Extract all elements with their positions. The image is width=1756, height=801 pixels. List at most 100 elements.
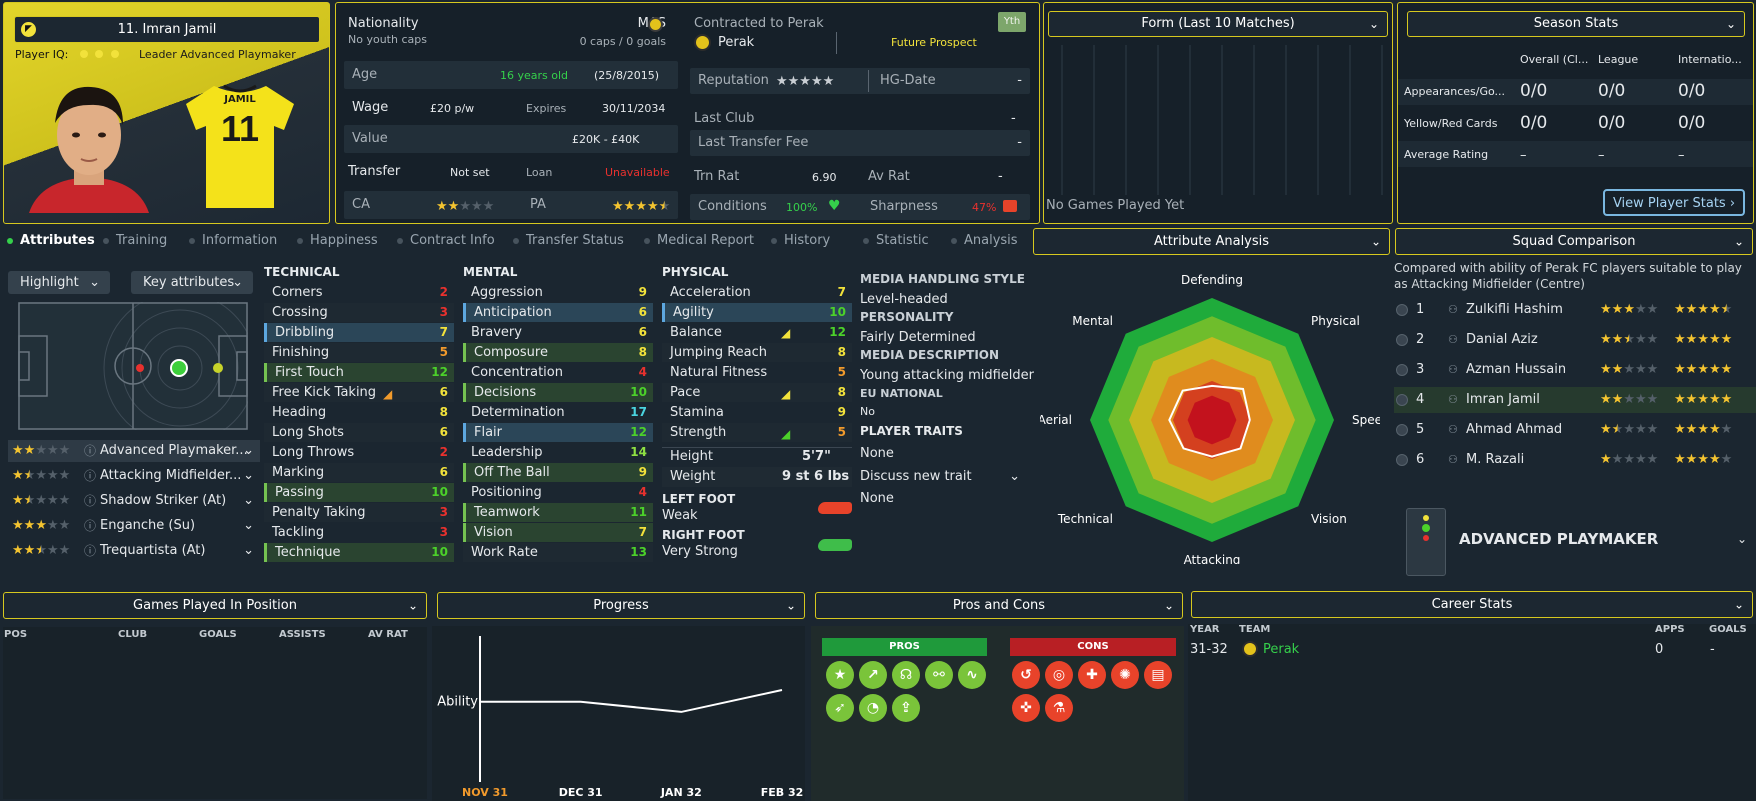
season-dropdown[interactable]: Season Stats ⌄ bbox=[1407, 11, 1745, 37]
info-icon[interactable]: ⓘ bbox=[84, 444, 97, 458]
attribute-row[interactable]: Long Throws 2 bbox=[264, 443, 454, 462]
attribute-row[interactable]: Leadership 14 bbox=[463, 443, 653, 462]
squad-comparison-dropdown[interactable]: Squad Comparison ⌄ bbox=[1395, 228, 1753, 255]
radio-icon[interactable] bbox=[1396, 364, 1408, 376]
boot-icon[interactable]: ◔ bbox=[859, 694, 887, 722]
attribute-row[interactable]: Off The Ball 9 bbox=[463, 463, 653, 482]
squad-row[interactable]: 1 ⚇ Zulkifli Hashim ★★★★★ ★★★★★ bbox=[1394, 297, 1756, 323]
attribute-row[interactable]: Positioning 4 bbox=[463, 483, 653, 502]
attribute-row[interactable]: Corners 2 bbox=[264, 283, 454, 302]
curve-ball-icon[interactable]: ↺ bbox=[1012, 661, 1040, 689]
attribute-analysis-dropdown[interactable]: Attribute Analysis ⌄ bbox=[1033, 228, 1390, 255]
info-icon[interactable]: ⓘ bbox=[84, 469, 97, 483]
info-icon[interactable]: ⓘ bbox=[84, 519, 97, 533]
feather-icon[interactable]: ➶ bbox=[826, 694, 854, 722]
squad-row[interactable]: 3 ⚇ Azman Hussain ★★★★★ ★★★★★ bbox=[1394, 357, 1756, 383]
tab-information[interactable]: Information bbox=[189, 233, 277, 248]
attribute-row[interactable]: Teamwork 11 bbox=[463, 503, 653, 522]
tab-history[interactable]: History bbox=[771, 233, 830, 248]
chevron-down-icon[interactable]: ⌄ bbox=[243, 493, 254, 508]
info-icon[interactable]: ⓘ bbox=[84, 544, 97, 558]
highlight-dropdown[interactable]: Highlight ⌄ bbox=[8, 271, 110, 294]
radio-icon[interactable] bbox=[1396, 394, 1408, 406]
squad-row[interactable]: 2 ⚇ Danial Aziz ★★★★★ ★★★★★ bbox=[1394, 327, 1756, 353]
attribute-row[interactable]: Penalty Taking 3 bbox=[264, 503, 454, 522]
role-row[interactable]: ★★★★★ ⓘ Shadow Striker (At) ⌄ bbox=[8, 490, 260, 512]
player-name-box[interactable]: 11. Imran Jamil ◤ bbox=[14, 16, 320, 43]
attribute-row[interactable]: Strength 5 bbox=[662, 423, 852, 442]
attribute-row[interactable]: Aggression 9 bbox=[463, 283, 653, 302]
pros-cons-dropdown[interactable]: Pros and Cons ⌄ bbox=[815, 592, 1183, 619]
pulse-icon[interactable]: ∿ bbox=[958, 661, 986, 689]
attribute-row[interactable]: Finishing 5 bbox=[264, 343, 454, 362]
tab-medical-report[interactable]: Medical Report bbox=[644, 233, 754, 248]
trend-up-icon[interactable]: ↗ bbox=[859, 661, 887, 689]
chevron-down-icon[interactable]: ⌄ bbox=[243, 543, 254, 558]
burst-icon[interactable]: ✺ bbox=[1111, 661, 1139, 689]
brain-icon[interactable]: ☊ bbox=[892, 661, 920, 689]
attribute-row[interactable]: Flair 12 bbox=[463, 423, 653, 442]
attribute-row[interactable]: Acceleration 7 bbox=[662, 283, 852, 302]
attribute-row[interactable]: Composure 8 bbox=[463, 343, 653, 362]
attribute-row[interactable]: First Touch 12 bbox=[264, 363, 454, 382]
attribute-row[interactable]: Anticipation 6 bbox=[463, 303, 653, 322]
attribute-row[interactable]: Concentration 4 bbox=[463, 363, 653, 382]
radio-icon[interactable] bbox=[1396, 454, 1408, 466]
attribute-row[interactable]: Work Rate 13 bbox=[463, 543, 653, 562]
tab-transfer-status[interactable]: Transfer Status bbox=[513, 233, 624, 248]
progress-dropdown[interactable]: Progress ⌄ bbox=[437, 592, 805, 619]
career-team[interactable]: Perak bbox=[1263, 642, 1300, 657]
loan-value[interactable]: Unavailable bbox=[605, 166, 670, 179]
attribute-row[interactable]: Heading 8 bbox=[264, 403, 454, 422]
squad-row[interactable]: 4 ⚇ Imran Jamil ★★★★★ ★★★★★ bbox=[1394, 387, 1756, 413]
attribute-row[interactable]: Long Shots 6 bbox=[264, 423, 454, 442]
radio-icon[interactable] bbox=[1396, 304, 1408, 316]
chevron-down-icon[interactable]: ⌄ bbox=[243, 518, 254, 533]
discuss-trait-dropdown[interactable]: Discuss new trait ⌄ bbox=[860, 469, 1020, 484]
attribute-row[interactable]: Determination 17 bbox=[463, 403, 653, 422]
attribute-row[interactable]: Passing 10 bbox=[264, 483, 454, 502]
role-row[interactable]: ★★★★★ ⓘ Trequartista (At) ⌄ bbox=[8, 540, 260, 562]
tab-analysis[interactable]: Analysis bbox=[951, 233, 1018, 248]
attribute-row[interactable]: Tackling 3 bbox=[264, 523, 454, 542]
tab-statistic[interactable]: Statistic bbox=[863, 233, 929, 248]
attribute-row[interactable]: Crossing 3 bbox=[264, 303, 454, 322]
chevron-down-icon[interactable]: ⌄ bbox=[243, 468, 254, 483]
attribute-row[interactable]: Vision 7 bbox=[463, 523, 653, 542]
document-icon[interactable]: ▤ bbox=[1144, 661, 1172, 689]
attribute-row[interactable]: Balance 12 bbox=[662, 323, 852, 342]
attribute-row[interactable]: Dribbling 7 bbox=[264, 323, 454, 342]
form-dropdown[interactable]: Form (Last 10 Matches) ⌄ bbox=[1048, 11, 1388, 37]
attribute-row[interactable]: Marking 6 bbox=[264, 463, 454, 482]
tab-attributes[interactable]: Attributes bbox=[7, 233, 95, 248]
shield-plus-icon[interactable]: ✜ bbox=[1012, 694, 1040, 722]
attribute-row[interactable]: Decisions 10 bbox=[463, 383, 653, 402]
attribute-row[interactable]: Pace 8 bbox=[662, 383, 852, 402]
target-icon[interactable]: ◎ bbox=[1045, 661, 1073, 689]
link-icon[interactable]: ⚯ bbox=[925, 661, 953, 689]
attribute-row[interactable]: Technique 10 bbox=[264, 543, 454, 562]
games-position-dropdown[interactable]: Games Played In Position ⌄ bbox=[3, 592, 427, 619]
flask-icon[interactable]: ⚗ bbox=[1045, 694, 1073, 722]
attribute-row[interactable]: Agility 10 bbox=[662, 303, 852, 322]
transfer-value[interactable]: Not set bbox=[450, 166, 490, 179]
tab-contract-info[interactable]: Contract Info bbox=[397, 233, 495, 248]
info-icon[interactable]: ⓘ bbox=[84, 494, 97, 508]
tab-happiness[interactable]: Happiness bbox=[297, 233, 378, 248]
tab-training[interactable]: Training bbox=[103, 233, 167, 248]
attribute-row[interactable]: Stamina 9 bbox=[662, 403, 852, 422]
star-icon[interactable]: ★ bbox=[826, 661, 854, 689]
role-row[interactable]: ★★★★★ ⓘ Advanced Playmaker... ⌄ bbox=[8, 440, 260, 462]
squad-row[interactable]: 6 ⚇ M. Razali ★★★★★ ★★★★★ bbox=[1394, 447, 1756, 473]
role-row[interactable]: ★★★★★ ⓘ Attacking Midfielder... ⌄ bbox=[8, 465, 260, 487]
attribute-row[interactable]: Natural Fitness 5 bbox=[662, 363, 852, 382]
role-row[interactable]: ★★★★★ ⓘ Enganche (Su) ⌄ bbox=[8, 515, 260, 537]
radio-icon[interactable] bbox=[1396, 334, 1408, 346]
view-player-stats-button[interactable]: View Player Stats › bbox=[1603, 189, 1745, 216]
club-link[interactable]: Perak bbox=[718, 35, 755, 50]
cross-icon[interactable]: ✚ bbox=[1078, 661, 1106, 689]
radio-icon[interactable] bbox=[1396, 424, 1408, 436]
chevron-down-icon[interactable]: ⌄ bbox=[1737, 532, 1748, 546]
career-stats-dropdown[interactable]: Career Stats ⌄ bbox=[1191, 591, 1753, 618]
attribute-row[interactable]: Bravery 6 bbox=[463, 323, 653, 342]
